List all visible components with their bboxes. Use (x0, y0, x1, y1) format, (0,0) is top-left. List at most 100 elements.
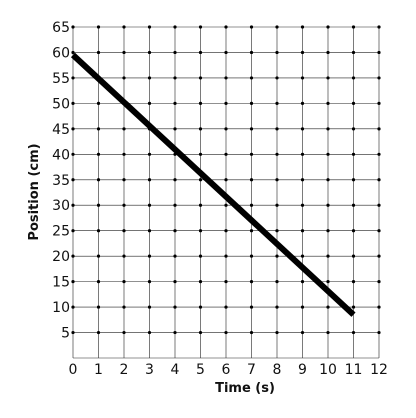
grid-dot (275, 330, 279, 335)
grid-dot (96, 50, 101, 55)
grid-dot (224, 25, 228, 29)
grid-dot (147, 178, 152, 182)
grid-dot (249, 305, 254, 309)
grid-dot (224, 254, 228, 258)
x-tick-labels: 0 1 2 3 4 5 6 7 8 9 10 11 12 (69, 362, 388, 378)
grid-dot (147, 254, 152, 258)
x-tick-label: 1 (94, 362, 103, 378)
grid-dot (351, 203, 356, 207)
grid-dot (377, 101, 381, 105)
grid-dot (326, 280, 330, 284)
x-tick-label: 10 (319, 362, 337, 378)
grid-dot (275, 152, 279, 156)
grid-dot (377, 280, 381, 284)
grid-dot (198, 152, 203, 156)
x-tick-label: 12 (370, 362, 388, 378)
y-tick-label: 30 (52, 198, 70, 214)
grid-dot (173, 330, 177, 335)
grid-dot (249, 127, 254, 131)
grid-dot (198, 25, 203, 29)
y-tick-label: 40 (52, 147, 70, 163)
grid-dot (300, 330, 305, 335)
grid-dot (122, 229, 126, 233)
grid-dot (351, 178, 356, 182)
grid-dot (351, 254, 356, 258)
grid-dot (122, 127, 126, 131)
grid-dot (224, 203, 228, 207)
grid-dot (275, 50, 279, 55)
grid-dot (173, 280, 177, 284)
grid-dot (377, 203, 381, 207)
grid-dot (224, 280, 228, 284)
grid-dot (326, 254, 330, 258)
grid-dot (198, 254, 203, 258)
grid-dot (147, 152, 152, 156)
grid-dot (96, 152, 101, 156)
grid-dot (198, 280, 203, 284)
grid-dot (198, 305, 203, 309)
grid-dot (326, 152, 330, 156)
grid-dot (71, 229, 75, 233)
grid-dot (300, 280, 305, 284)
grid-dot (326, 76, 330, 80)
grid-dot (300, 305, 305, 309)
y-tick-label: 35 (52, 173, 70, 189)
grid-dot (275, 280, 279, 284)
grid-dot (147, 280, 152, 284)
grid-dot (300, 25, 305, 29)
grid-dot (173, 229, 177, 233)
x-tick-label: 7 (247, 362, 256, 378)
grid-dot (249, 101, 254, 105)
grid-dot (351, 305, 356, 309)
grid-dot (300, 229, 305, 233)
grid-dot (300, 152, 305, 156)
grid-dot (173, 25, 177, 29)
grid-dot (224, 152, 228, 156)
grid-dot (122, 76, 126, 80)
grid-dot (351, 152, 356, 156)
grid-dot (71, 76, 75, 80)
grid-dot (173, 76, 177, 80)
grid-dot (198, 127, 203, 131)
grid-dot (71, 50, 75, 55)
grid-dot (326, 305, 330, 309)
grid-dot (275, 305, 279, 309)
y-tick-label: 65 (52, 20, 70, 36)
grid-dot (198, 50, 203, 55)
grid-dot (122, 152, 126, 156)
grid-dot (326, 229, 330, 233)
grid-dot (122, 280, 126, 284)
grid-dot (377, 229, 381, 233)
grid-dot (377, 254, 381, 258)
grid-dot (275, 178, 279, 182)
y-tick-label: 50 (52, 96, 70, 112)
y-tick-label: 55 (52, 71, 70, 87)
grid-dot (147, 229, 152, 233)
y-tick-label: 10 (52, 300, 70, 316)
grid-dot (96, 330, 101, 335)
grid-dot (351, 330, 356, 335)
grid-dot (326, 50, 330, 55)
grid-dot (326, 101, 330, 105)
grid-dot (351, 76, 356, 80)
grid-dot (224, 127, 228, 131)
grid-dot (249, 25, 254, 29)
grid-dot (173, 305, 177, 309)
grid-dot (198, 178, 203, 182)
grid-dot (351, 280, 356, 284)
grid-dot (300, 203, 305, 207)
grid-dot (173, 101, 177, 105)
x-tick-label: 8 (273, 362, 282, 378)
grid-dot (122, 178, 126, 182)
grid-dot (224, 50, 228, 55)
grid-dot (122, 305, 126, 309)
grid-dot (249, 203, 254, 207)
grid-dot (249, 76, 254, 80)
grid-dot (377, 25, 381, 29)
grid-dot (198, 101, 203, 105)
grid-dot (351, 127, 356, 131)
grid-dot (224, 178, 228, 182)
grid-dot (249, 280, 254, 284)
grid-dot (96, 280, 101, 284)
